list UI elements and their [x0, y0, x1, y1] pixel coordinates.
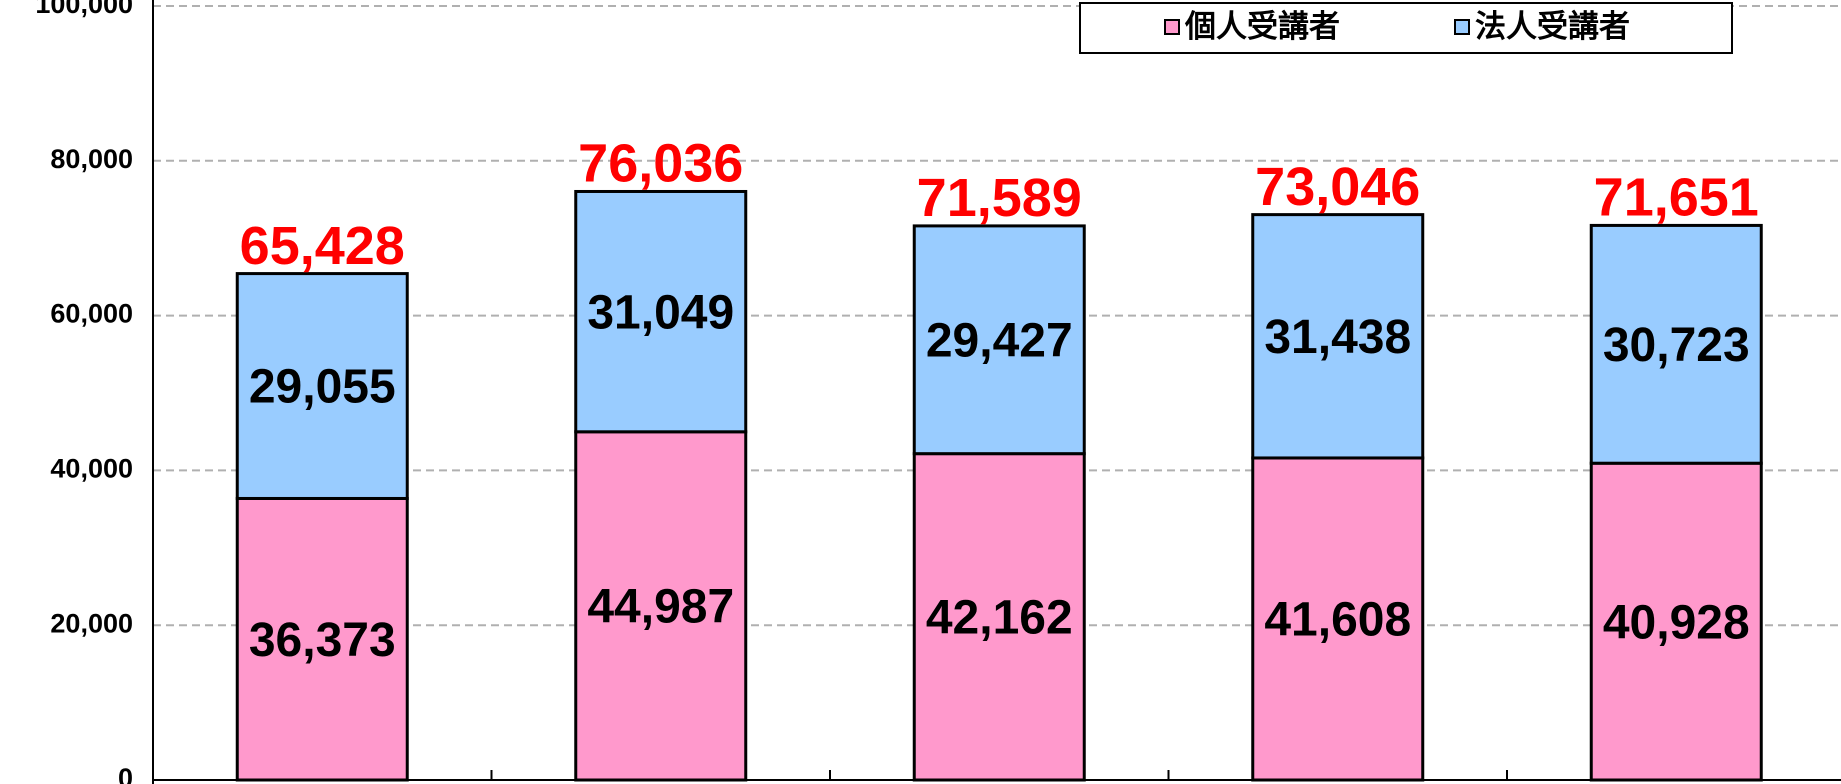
legend-label: 個人受講者	[1184, 9, 1340, 44]
bar-segment	[1589, 461, 1763, 782]
bar-segment	[235, 496, 409, 782]
y-tick-label: 60,000	[50, 299, 133, 329]
legend-label: 法人受講者	[1475, 9, 1630, 44]
bar-segment	[1251, 456, 1425, 782]
y-tick-label: 20,000	[50, 608, 133, 638]
y-tick-label: 40,000	[50, 454, 133, 484]
bar-segment	[912, 224, 1086, 456]
y-tick-label: 100,000	[35, 0, 133, 19]
value-label: 44,987	[587, 581, 734, 634]
bar-segment	[1589, 223, 1763, 465]
value-label: 31,049	[587, 286, 734, 339]
legend-box	[1079, 2, 1733, 54]
value-label: 41,608	[1264, 594, 1411, 647]
y-tick-label: 80,000	[50, 144, 133, 174]
value-label: 36,373	[249, 614, 396, 667]
y-tick-label: 0	[118, 763, 133, 784]
value-label: 29,427	[926, 314, 1073, 367]
value-label: 42,162	[926, 592, 1073, 645]
bar-segment	[1251, 213, 1425, 460]
total-label: 65,428	[240, 216, 405, 276]
bar-segment	[235, 272, 409, 500]
value-label: 30,723	[1603, 319, 1750, 372]
total-label: 71,651	[1594, 168, 1759, 228]
total-label: 73,046	[1255, 157, 1420, 217]
value-label: 40,928	[1603, 596, 1750, 649]
legend-swatch	[1454, 19, 1470, 35]
bar-segment	[574, 189, 748, 434]
value-label: 29,055	[249, 361, 396, 414]
total-label: 76,036	[578, 134, 743, 194]
legend-swatch	[1164, 19, 1180, 35]
total-label: 71,589	[917, 168, 1082, 228]
value-label: 31,438	[1264, 311, 1411, 364]
